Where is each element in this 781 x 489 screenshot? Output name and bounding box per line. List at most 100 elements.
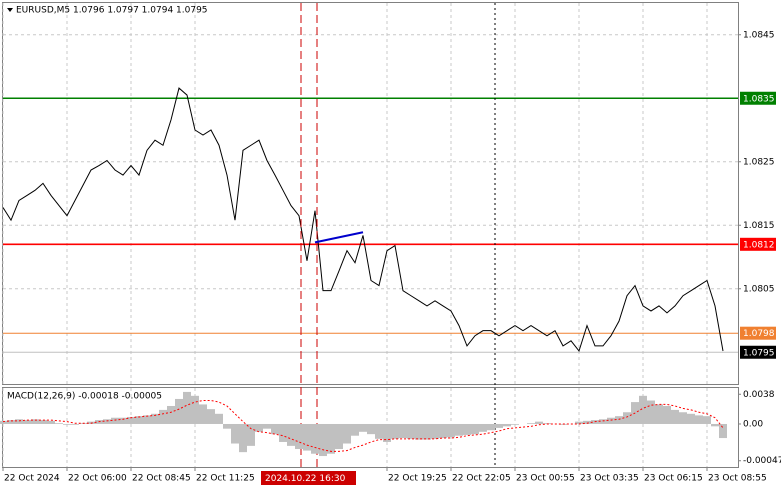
macd-bar: [127, 416, 135, 424]
macd-bar: [55, 423, 63, 424]
macd-bar: [23, 420, 31, 424]
macd-bar: [695, 415, 703, 424]
macd-bar: [383, 423, 391, 442]
macd-bar: [231, 423, 239, 444]
level-label: 1.0812: [743, 240, 775, 250]
macd-bar: [703, 416, 711, 424]
macd-bar: [535, 421, 543, 424]
macd-bar: [111, 417, 119, 424]
macd-bar: [319, 423, 327, 457]
trendline: [314, 231, 364, 244]
macd-bar: [63, 423, 71, 425]
macd-bar: [607, 417, 615, 424]
y-tick-label: 1.0805: [743, 284, 775, 294]
y-tick-label: -0.00047: [743, 456, 781, 466]
macd-bar: [391, 423, 399, 439]
macd-bar: [455, 423, 463, 436]
macd-bar: [135, 416, 143, 424]
macd-bar: [311, 423, 319, 454]
macd-bar: [407, 423, 415, 439]
price-line: [2, 87, 724, 353]
level-label: 1.0795: [743, 348, 775, 358]
macd-bar: [39, 420, 47, 424]
macd-bar: [7, 420, 15, 424]
macd-panel: [2, 387, 739, 468]
x-tick-label: 23 Oct 06:15: [644, 474, 703, 484]
macd-title: MACD(12,26,9) -0.00018 -0.00005: [7, 392, 162, 402]
macd-bar: [143, 415, 151, 424]
x-tick-label: 22 Oct 19:25: [388, 474, 447, 484]
macd-bar: [527, 423, 535, 424]
macd-bar: [215, 413, 223, 424]
level-label: 1.0798: [743, 329, 775, 339]
crosshair-label: 2024.10.22 16:30: [265, 474, 346, 484]
macd-bar: [343, 423, 351, 444]
level-label-box: [740, 91, 776, 105]
macd-bar: [719, 423, 727, 439]
macd-bar: [207, 409, 215, 424]
macd-bar: [151, 413, 159, 424]
macd-bar: [615, 416, 623, 424]
macd-bar: [431, 423, 439, 439]
macd-bar: [71, 423, 79, 425]
macd-bar: [191, 395, 199, 424]
x-tick-label: 22 Oct 2024: [4, 474, 60, 484]
level-label-box: [740, 237, 776, 251]
x-tick-label: 22 Oct 08:45: [132, 474, 191, 484]
x-tick-label: 22 Oct 11:25: [196, 474, 255, 484]
chart-title: EURUSD,M5 1.0796 1.0797 1.0794 1.0795: [16, 6, 208, 16]
macd-bar: [271, 423, 279, 435]
macd-bar: [495, 423, 503, 428]
macd-bar: [679, 412, 687, 424]
macd-bar: [647, 400, 655, 424]
macd-bar: [711, 423, 719, 427]
price-panel: [2, 2, 739, 385]
macd-bar: [199, 404, 207, 424]
macd-bar: [439, 423, 447, 439]
macd-bar: [31, 419, 39, 424]
x-tick-label: 22 Oct 22:05: [452, 474, 511, 484]
macd-bar: [335, 423, 343, 450]
macd-bar: [47, 420, 55, 424]
macd-bar: [295, 423, 303, 450]
plot-layer: 1.0845 1.0825 1.0815 1.0805 22 Oct 2024 22 Oc…: [0, 3, 781, 485]
macd-bar: [663, 405, 671, 424]
macd-bar: [0, 420, 7, 424]
level-label-box: [740, 345, 776, 359]
macd-bar: [687, 413, 695, 424]
macd-bar: [279, 423, 287, 442]
signal-line: [2, 400, 724, 452]
macd-bar: [175, 398, 183, 424]
macd-bar: [655, 404, 663, 424]
y-tick-label: 0.0038: [743, 390, 775, 400]
macd-bar: [359, 423, 367, 432]
macd-bar: [375, 423, 383, 439]
macd-bar: [183, 391, 191, 424]
macd-bar: [447, 423, 455, 438]
macd-bar: [303, 423, 311, 451]
macd-bar: [367, 423, 375, 435]
level-label: 1.0835: [743, 94, 775, 104]
x-tick-label: 23 Oct 00:55: [516, 474, 575, 484]
macd-bar: [159, 409, 167, 424]
macd-bar: [479, 423, 487, 432]
y-tick-label: 1.0815: [743, 221, 775, 231]
macd-bar: [223, 423, 231, 429]
macd-bar: [415, 423, 423, 440]
macd-bar: [399, 423, 407, 439]
macd-bar: [639, 395, 647, 424]
macd-bar: [327, 423, 335, 454]
macd-bar: [623, 412, 631, 424]
macd-bar: [263, 423, 271, 429]
macd-bar: [671, 409, 679, 424]
macd-bar: [15, 419, 23, 424]
y-tick-label: 1.0845: [743, 30, 775, 40]
title-icon: [7, 8, 13, 12]
macd-bar: [463, 423, 471, 435]
macd-bar: [599, 419, 607, 424]
macd-bar: [287, 423, 295, 446]
macd-bar: [119, 417, 127, 424]
macd-bar: [423, 423, 431, 440]
